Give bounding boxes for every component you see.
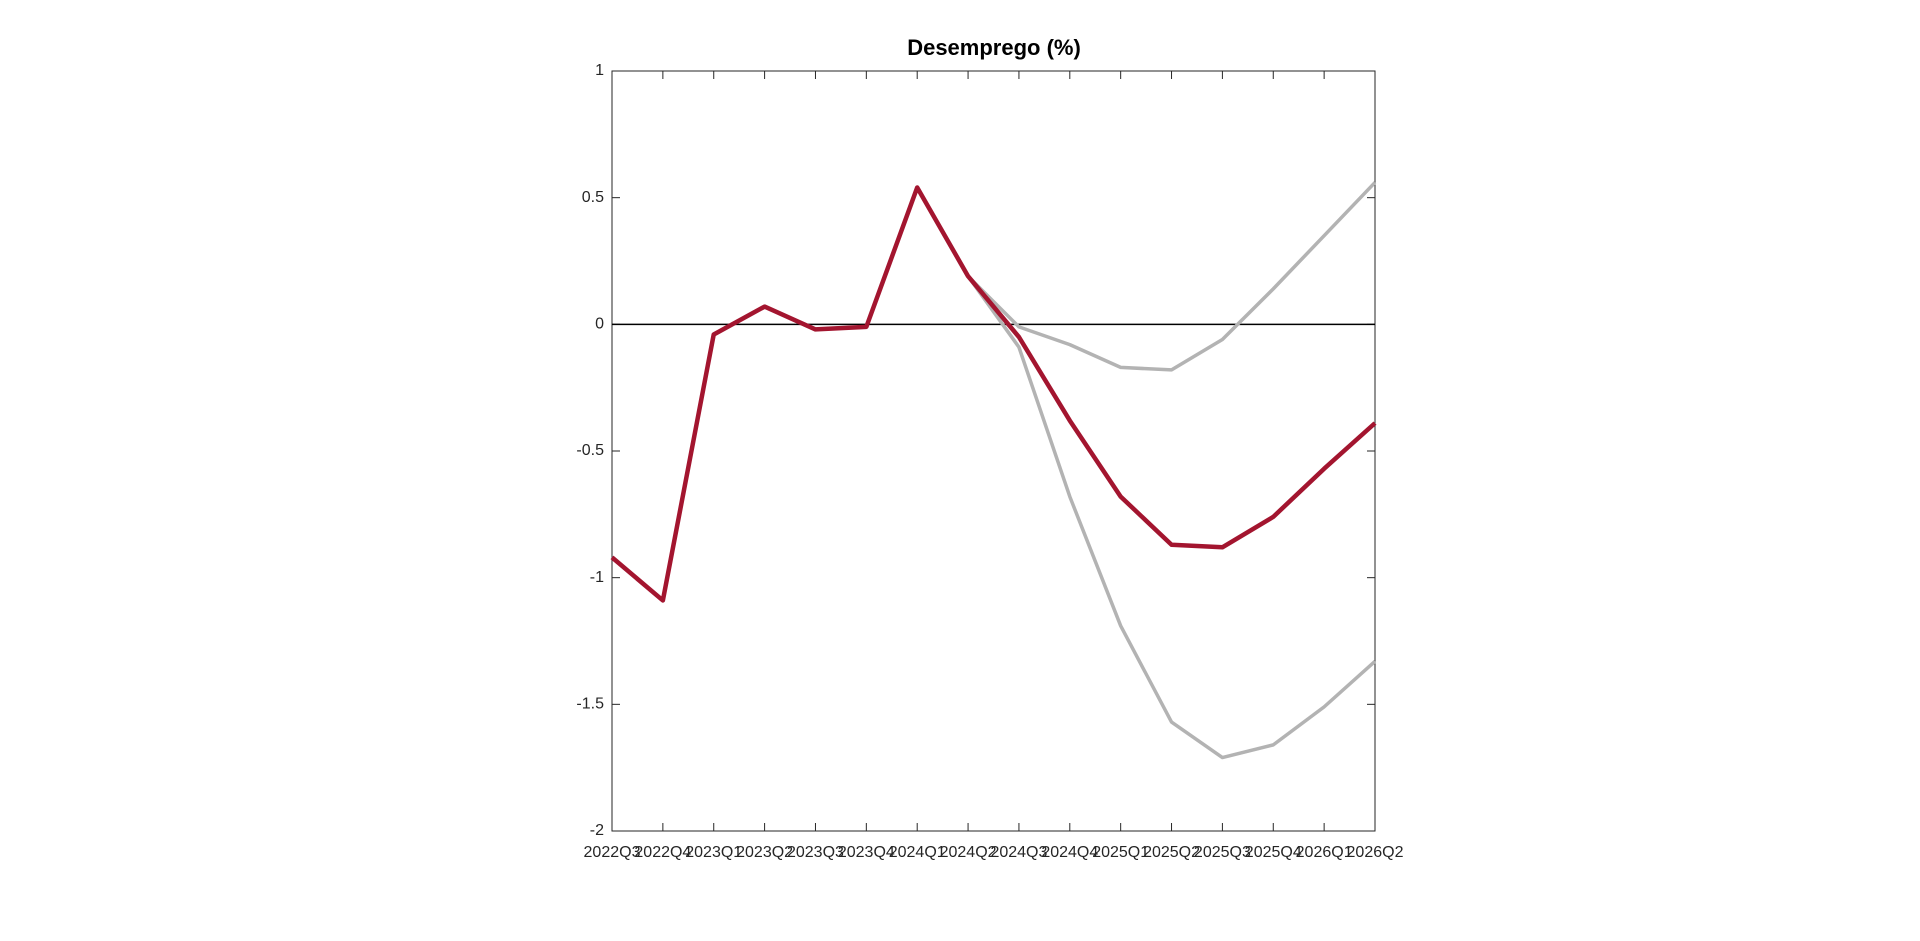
x-tick-label: 2023Q3: [787, 844, 844, 861]
x-tick-label: 2025Q3: [1194, 844, 1251, 861]
y-tick-label: -0.5: [576, 442, 604, 459]
x-tick-label: 2024Q3: [990, 844, 1047, 861]
x-tick-label: 2023Q1: [685, 844, 742, 861]
x-tick-label: 2024Q2: [940, 844, 997, 861]
y-tick-label: -2: [590, 822, 604, 839]
series-line: [610, 185, 1377, 603]
y-tick-label: 1: [595, 62, 604, 79]
x-tick-label: 2022Q3: [584, 844, 641, 861]
y-tick-label: -1.5: [576, 696, 604, 713]
x-tick-label: 2025Q4: [1245, 844, 1302, 861]
plot-frame: [611, 70, 1376, 832]
x-tick-label: 2023Q2: [736, 844, 793, 861]
x-tick-label: 2026Q2: [1347, 844, 1404, 861]
x-tick-label: 2023Q4: [838, 844, 895, 861]
y-tick-label: 0: [595, 316, 604, 333]
series-line: [966, 275, 1377, 760]
x-tick-label: 2024Q1: [889, 844, 946, 861]
chart-title: Desemprego (%): [907, 35, 1081, 60]
x-tick-label: 2022Q4: [634, 844, 691, 861]
y-tick-label: 0.5: [582, 189, 604, 206]
x-tick-label: 2025Q1: [1092, 844, 1149, 861]
x-tick-label: 2025Q2: [1143, 844, 1200, 861]
series-line: [966, 181, 1377, 372]
y-tick-label: -1: [590, 569, 604, 586]
x-tick-label: 2026Q1: [1296, 844, 1353, 861]
x-tick-label: 2024Q4: [1041, 844, 1098, 861]
